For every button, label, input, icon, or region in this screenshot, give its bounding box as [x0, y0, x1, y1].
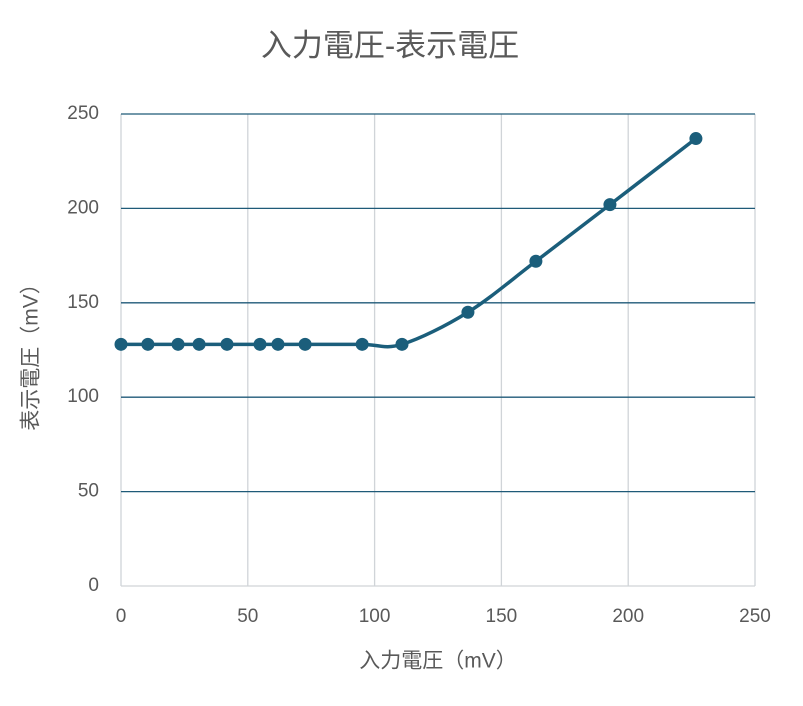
point [603, 198, 617, 212]
chart-title: 入力電圧-表示電圧 [261, 28, 519, 63]
y-tick-label: 0 [88, 575, 99, 596]
x-tick-label: 150 [486, 606, 518, 627]
point [689, 132, 703, 146]
x-tick-label: 50 [237, 606, 258, 627]
point [192, 337, 206, 351]
y-tick-label: 250 [67, 103, 99, 124]
y-tick-label: 150 [67, 292, 99, 313]
x-tick-label: 100 [359, 606, 391, 627]
point [529, 254, 543, 268]
point [114, 337, 128, 351]
point [271, 337, 285, 351]
point [171, 337, 185, 351]
point [461, 305, 475, 319]
point [298, 337, 312, 351]
x-axis-title: 入力電圧（mV） [359, 650, 517, 673]
y-tick-label: 100 [67, 386, 99, 407]
x-tick-label: 200 [612, 606, 644, 627]
point [220, 337, 234, 351]
y-tick-label: 200 [67, 197, 99, 218]
point [253, 337, 267, 351]
point [141, 337, 155, 351]
point [355, 337, 369, 351]
y-axis-title: 表示電圧（mV） [20, 273, 43, 431]
y-tick-label: 50 [78, 481, 99, 502]
x-tick-label: 250 [739, 606, 771, 627]
point [395, 337, 409, 351]
x-tick-label: 0 [116, 606, 127, 627]
series-line [120, 137, 697, 349]
